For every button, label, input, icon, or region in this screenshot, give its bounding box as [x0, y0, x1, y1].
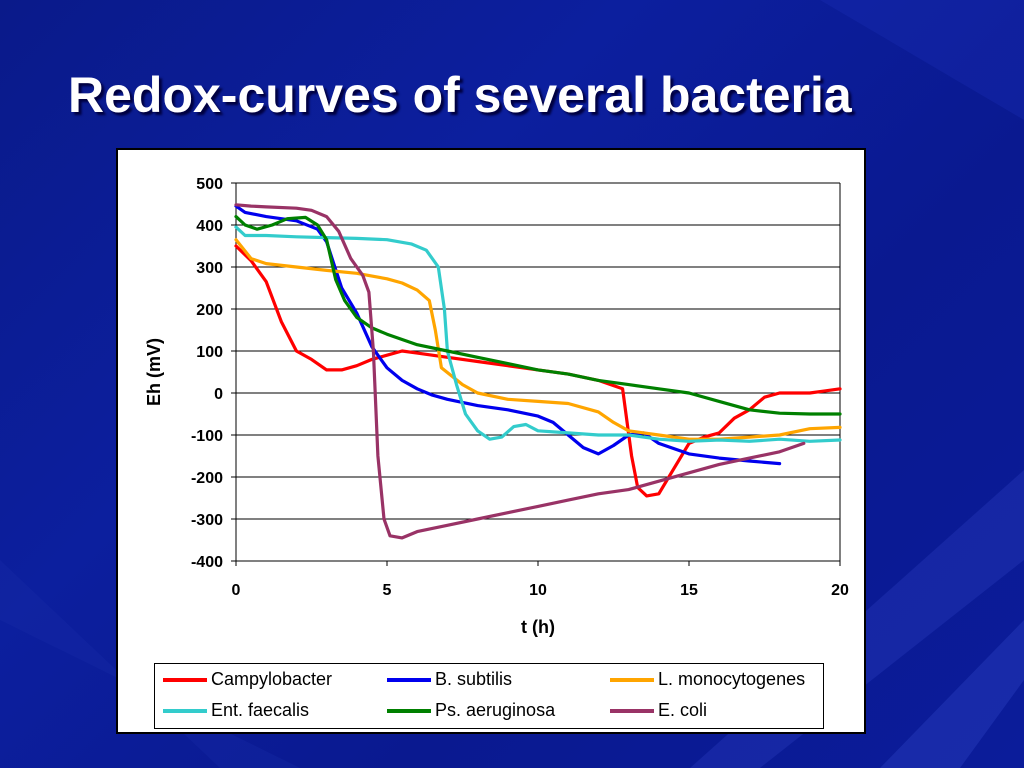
series-line-e-coli — [234, 203, 806, 540]
legend-swatch — [387, 678, 431, 682]
legend-label: Ent. faecalis — [211, 700, 310, 720]
legend-label: B. subtilis — [435, 669, 513, 689]
redox-line-chart: 500 400 300 200 100 0 -100 -200 -300 -400 0 5 10 15 20… — [144, 176, 849, 637]
legend-label: E. coli — [658, 700, 708, 720]
y-tick-label: 200 — [196, 302, 223, 319]
legend-swatch — [163, 678, 207, 682]
legend-label: L. monocytogenes — [658, 669, 806, 689]
y-tick-label: -100 — [191, 428, 223, 445]
x-axis-title: t (h) — [521, 617, 555, 637]
legend-swatch — [163, 709, 207, 713]
legend-label: Campylobacter — [211, 669, 333, 689]
y-tick-label: -300 — [191, 512, 223, 529]
chart-legend: Campylobacter B. subtilis L. monocytogenes… — [154, 663, 824, 729]
series-line-b-subtilis — [234, 204, 782, 466]
x-tick-label: 15 — [680, 582, 698, 599]
legend-swatch — [610, 678, 654, 682]
y-tick-label: -400 — [191, 554, 223, 571]
series-line-ent-faecalis — [234, 225, 842, 443]
legend-swatch — [610, 709, 654, 713]
y-tick-label: 300 — [196, 260, 223, 277]
y-tick-label: 100 — [196, 344, 223, 361]
x-tick-label: 5 — [383, 582, 392, 599]
slide-title: Redox-curves of several bacteria — [68, 67, 852, 123]
y-tick-label: 0 — [214, 386, 223, 403]
series-line-ps-aeruginosa — [234, 215, 842, 416]
chart-panel: 500 400 300 200 100 0 -100 -200 -300 -400 0 5 10 15 20… — [116, 148, 866, 734]
y-axis-title: Eh (mV) — [144, 338, 164, 406]
y-tick-label: 400 — [196, 218, 223, 235]
y-tick-label: -200 — [191, 470, 223, 487]
y-tick-label: 500 — [196, 176, 223, 193]
x-tick-label: 0 — [232, 582, 241, 599]
x-tick-label: 10 — [529, 582, 547, 599]
legend-swatch — [387, 709, 431, 713]
legend-label: Ps. aeruginosa — [435, 700, 556, 720]
x-tick-label: 20 — [831, 582, 849, 599]
